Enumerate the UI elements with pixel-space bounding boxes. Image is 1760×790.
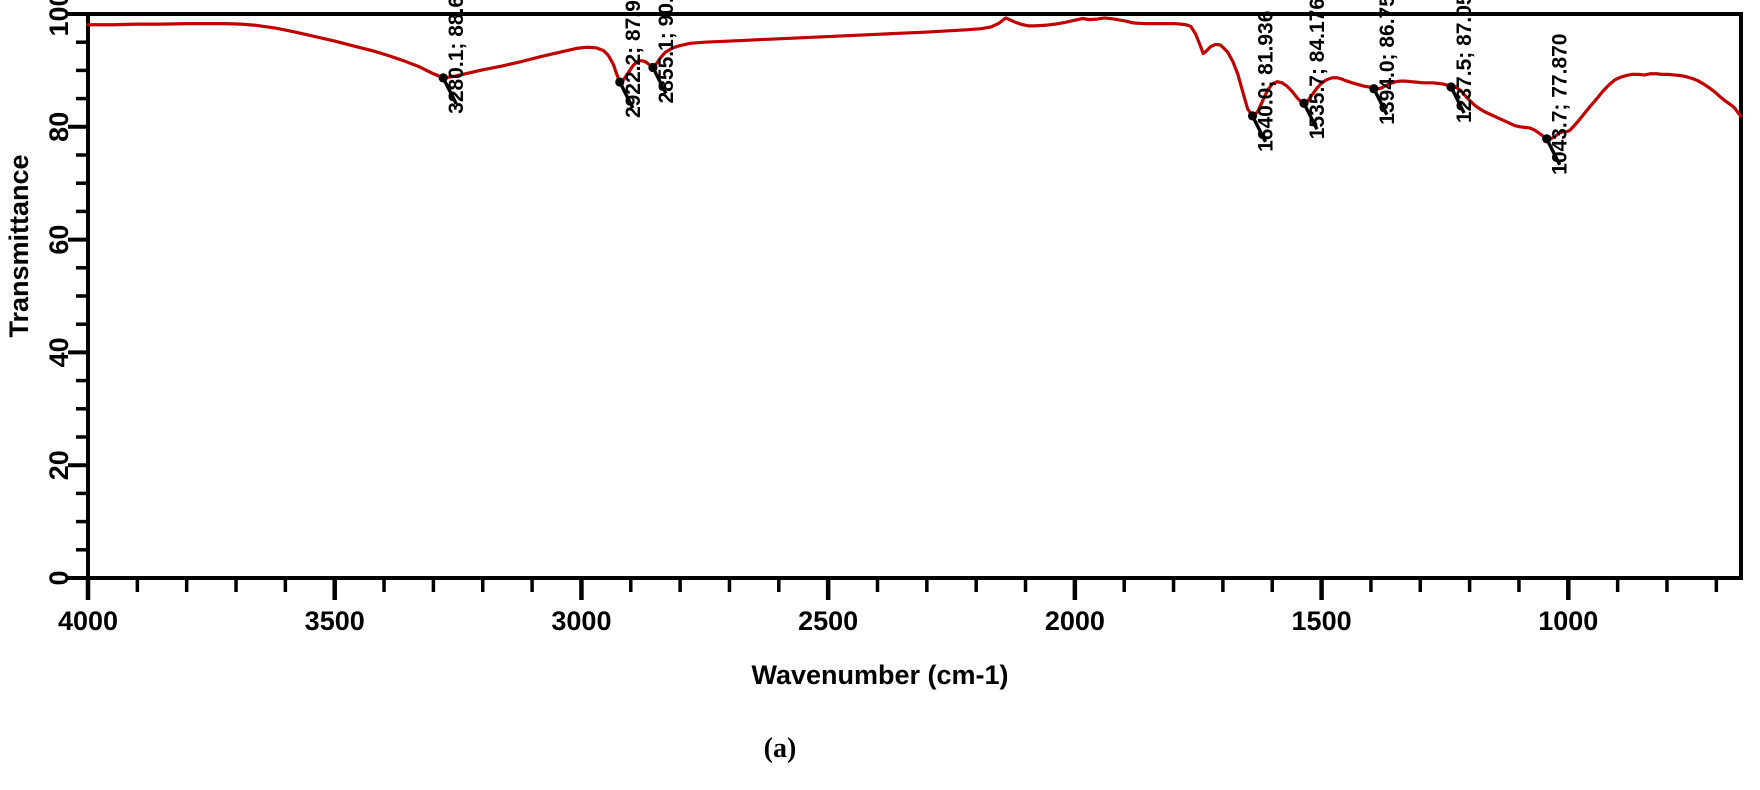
x-axis-tick-labels: 4000 3500 3000 2500 2000 1500 1000 (58, 606, 1598, 636)
peak-annotation: 1237.5; 87.058 (1446, 0, 1476, 123)
peak-annotation: 1043.7; 77.870 (1542, 34, 1572, 175)
peak-annotation: 1394.0; 86.757 (1369, 0, 1399, 125)
peak-leader-line (1302, 102, 1319, 131)
peak-leader-line (618, 81, 635, 109)
y-tick-label: 60 (44, 225, 74, 255)
peak-label-text: 1043.7; 77.870 (1549, 34, 1572, 175)
y-axis-title: Transmittance (4, 154, 34, 337)
peak-annotations: 3280.1; 88.678 2922.2; 87.933 2855.1; 90.5… (438, 0, 1572, 175)
peak-leader-line (1545, 138, 1562, 166)
y-axis-tick-labels: 0 20 40 60 80 100 (44, 0, 74, 586)
y-tick-label: 80 (44, 112, 74, 142)
peak-label-text: 1640.0; 81.936 (1255, 11, 1278, 152)
peak-leader-line (1449, 86, 1466, 114)
x-tick-label: 3000 (551, 606, 611, 636)
peak-label-text: 1394.0; 86.757 (1376, 0, 1399, 125)
peak-leader-line (1372, 87, 1389, 116)
peak-leader-line (651, 66, 668, 95)
peak-label-text: 2922.2; 87.933 (622, 0, 645, 118)
x-tick-label: 2000 (1045, 606, 1105, 636)
x-tick-label: 4000 (58, 606, 118, 636)
y-axis-ticks (68, 12, 88, 580)
peak-label-text: 3280.1; 88.678 (445, 0, 468, 114)
peak-annotation: 1535.7; 84.176 (1299, 0, 1329, 139)
peak-leader-line (441, 77, 458, 105)
x-tick-label: 1500 (1292, 606, 1352, 636)
x-tick-label: 2500 (798, 606, 858, 636)
peak-annotation: 1640.0; 81.936 (1247, 11, 1278, 152)
plot-frame (86, 12, 1743, 580)
x-axis-title: Wavenumber (cm-1) (751, 660, 1008, 690)
y-tick-label: 40 (44, 337, 74, 367)
peak-annotation: 2855.1; 90.521 (648, 0, 678, 103)
peak-label-text: 2855.1; 90.521 (655, 0, 678, 103)
x-axis-ticks (85, 578, 1719, 600)
y-tick-label: 100 (44, 0, 74, 37)
peak-leader-line (1250, 115, 1268, 143)
x-tick-label: 3500 (305, 606, 365, 636)
figure-caption: (a) (764, 733, 797, 764)
peak-label-text: 1535.7; 84.176 (1306, 0, 1329, 139)
peak-label-text: 1237.5; 87.058 (1453, 0, 1476, 123)
peak-annotation: 2922.2; 87.933 (615, 0, 645, 118)
x-tick-label: 1000 (1538, 606, 1598, 636)
y-tick-label: 0 (44, 570, 74, 585)
y-tick-label: 20 (44, 450, 74, 480)
peak-annotation: 3280.1; 88.678 (438, 0, 468, 114)
